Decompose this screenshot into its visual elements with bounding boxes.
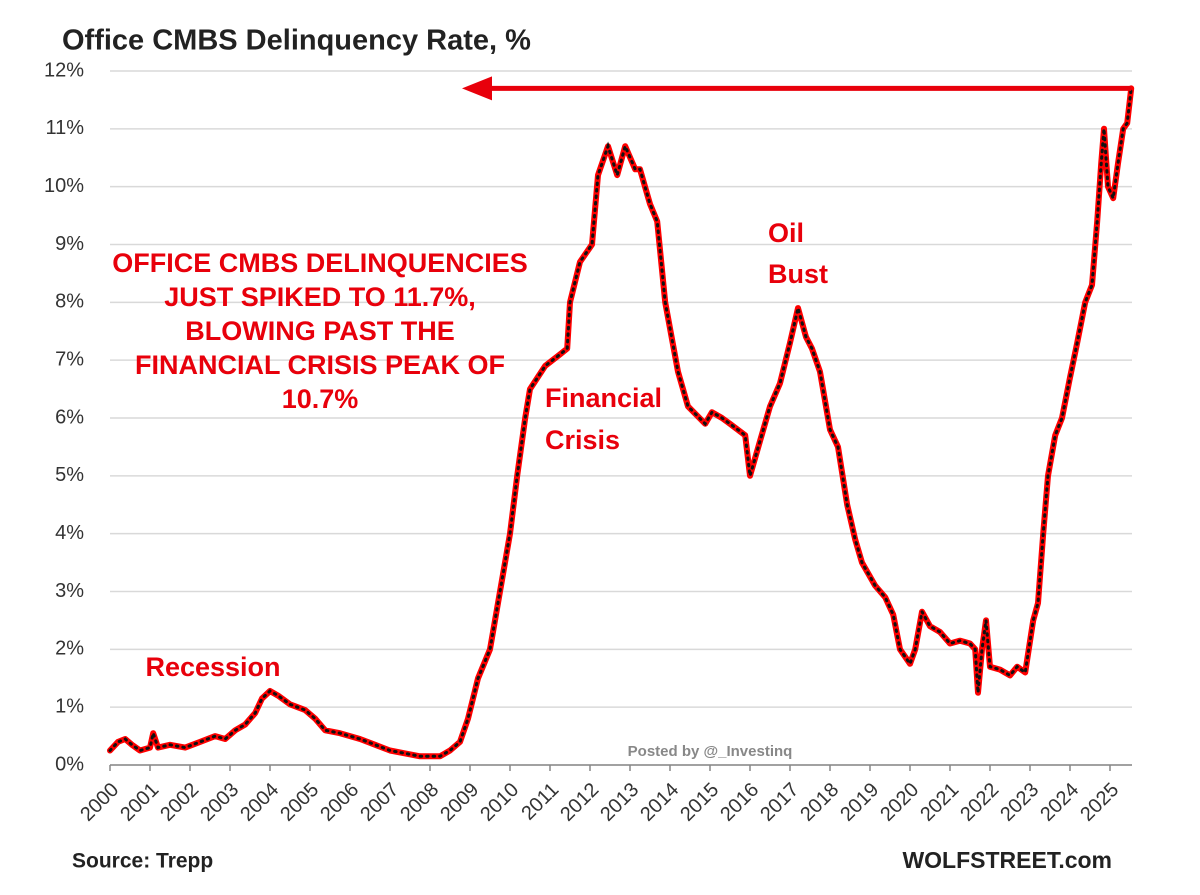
x-tick-label: 2012: [556, 779, 603, 826]
x-tick-label: 2009: [436, 779, 483, 826]
x-tick-label: 2025: [1076, 779, 1123, 826]
x-tick-label: 2001: [116, 779, 163, 826]
y-tick-label: 1%: [55, 695, 84, 717]
x-tick-label: 2011: [517, 779, 563, 825]
chart-title: Office CMBS Delinquency Rate, %: [62, 25, 531, 57]
y-tick-label: 10%: [44, 175, 84, 197]
annotation: Crisis: [545, 425, 620, 455]
y-tick-label: 11%: [45, 117, 84, 139]
x-tick-label: 2021: [916, 779, 963, 826]
data-line-dots: [108, 86, 1133, 758]
x-tick-label: 2007: [356, 779, 403, 826]
headline: BLOWING PAST THE: [185, 316, 455, 346]
x-tick-label: 2006: [316, 779, 363, 826]
x-tick-label: 2004: [236, 779, 283, 826]
brand: WOLFSTREET.com: [902, 847, 1112, 873]
headline: FINANCIAL CRISIS PEAK OF: [135, 350, 505, 380]
arrow-head: [462, 76, 492, 101]
y-tick-label: 2%: [55, 638, 84, 660]
y-tick-label: 7%: [55, 348, 84, 370]
x-tick-label: 2023: [996, 779, 1043, 826]
x-tick-label: 2000: [76, 779, 123, 826]
x-tick-label: 2014: [636, 779, 683, 826]
annotation: Oil: [768, 218, 804, 248]
y-tick-label: 6%: [55, 406, 84, 428]
y-tick-label: 5%: [55, 464, 84, 486]
x-tick-label: 2022: [956, 779, 1003, 826]
y-tick-label: 3%: [55, 580, 84, 602]
headline: OFFICE CMBS DELINQUENCIES: [112, 248, 528, 278]
y-tick-label: 4%: [55, 522, 84, 544]
annotation: Bust: [768, 259, 828, 289]
source: Source: Trepp: [72, 850, 213, 873]
x-tick-label: 2008: [396, 779, 443, 826]
posted-by: Posted by @_Investinq: [628, 743, 793, 760]
headline: 10.7%: [282, 384, 359, 414]
x-tick-label: 2016: [716, 779, 763, 826]
y-tick-label: 9%: [55, 233, 84, 255]
x-tick-label: 2005: [276, 779, 323, 826]
annotation: Recession: [145, 652, 280, 682]
x-tick-label: 2019: [836, 779, 883, 826]
x-tick-label: 2018: [796, 779, 843, 826]
x-tick-label: 2024: [1036, 779, 1083, 826]
x-tick-label: 2020: [876, 779, 923, 826]
x-tick-label: 2002: [156, 779, 203, 826]
annotation: Financial: [545, 383, 662, 413]
x-tick-label: 2017: [756, 779, 803, 826]
headline: JUST SPIKED TO 11.7%,: [164, 282, 476, 312]
x-tick-label: 2015: [676, 779, 723, 826]
y-tick-label: 12%: [44, 59, 84, 81]
y-tick-label: 0%: [55, 753, 84, 775]
y-tick-label: 8%: [55, 291, 84, 313]
x-tick-label: 2003: [196, 779, 243, 826]
x-tick-label: 2013: [596, 779, 643, 826]
x-tick-label: 2010: [476, 779, 523, 826]
